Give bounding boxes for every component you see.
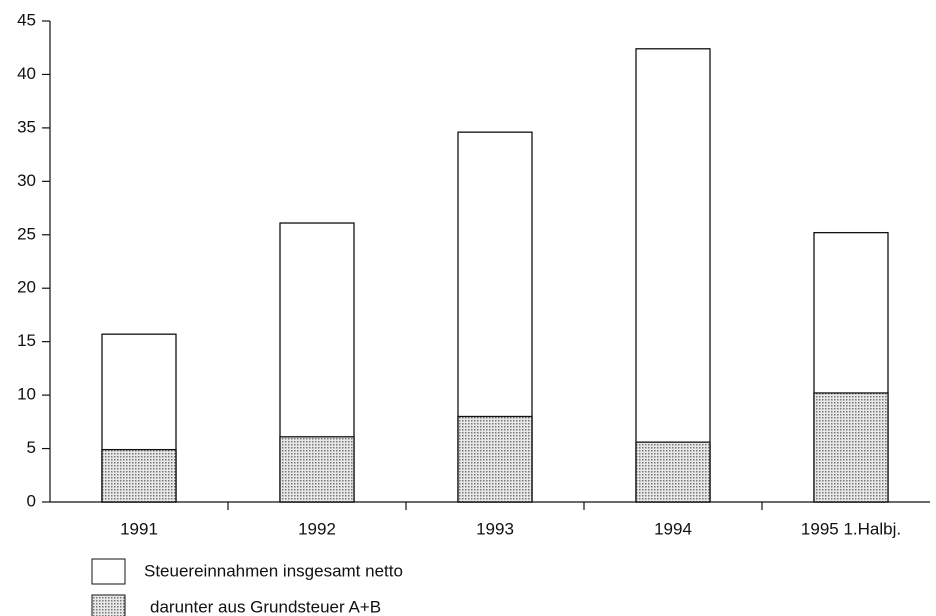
legend-label: darunter aus Grundsteuer A+B	[150, 597, 381, 616]
bar	[279, 436, 355, 503]
y-tick-label: 5	[27, 438, 36, 457]
y-tick-label: 20	[17, 278, 36, 297]
y-tick-label: 10	[17, 385, 36, 404]
y-tick-label: 35	[17, 117, 36, 136]
y-tick-label: 25	[17, 224, 36, 243]
x-tick-label: 1994	[654, 519, 692, 538]
x-tick-label: 1995 1.Halbj.	[801, 519, 901, 538]
bar	[635, 441, 711, 503]
bar	[635, 48, 711, 503]
x-tick-label: 1992	[298, 519, 336, 538]
bar	[457, 415, 533, 503]
x-tick-label: 1993	[476, 519, 514, 538]
y-tick-label: 40	[17, 64, 36, 83]
x-tick-label: 1991	[120, 519, 158, 538]
bar	[101, 448, 177, 503]
y-tick-label: 0	[27, 491, 36, 510]
legend-swatch	[91, 594, 126, 616]
y-tick-label: 30	[17, 171, 36, 190]
y-tick-label: 45	[17, 10, 36, 29]
bar	[813, 392, 889, 503]
legend-label: Steuereinnahmen insgesamt netto	[144, 561, 403, 580]
y-tick-label: 15	[17, 331, 36, 350]
legend-swatch	[91, 558, 126, 585]
